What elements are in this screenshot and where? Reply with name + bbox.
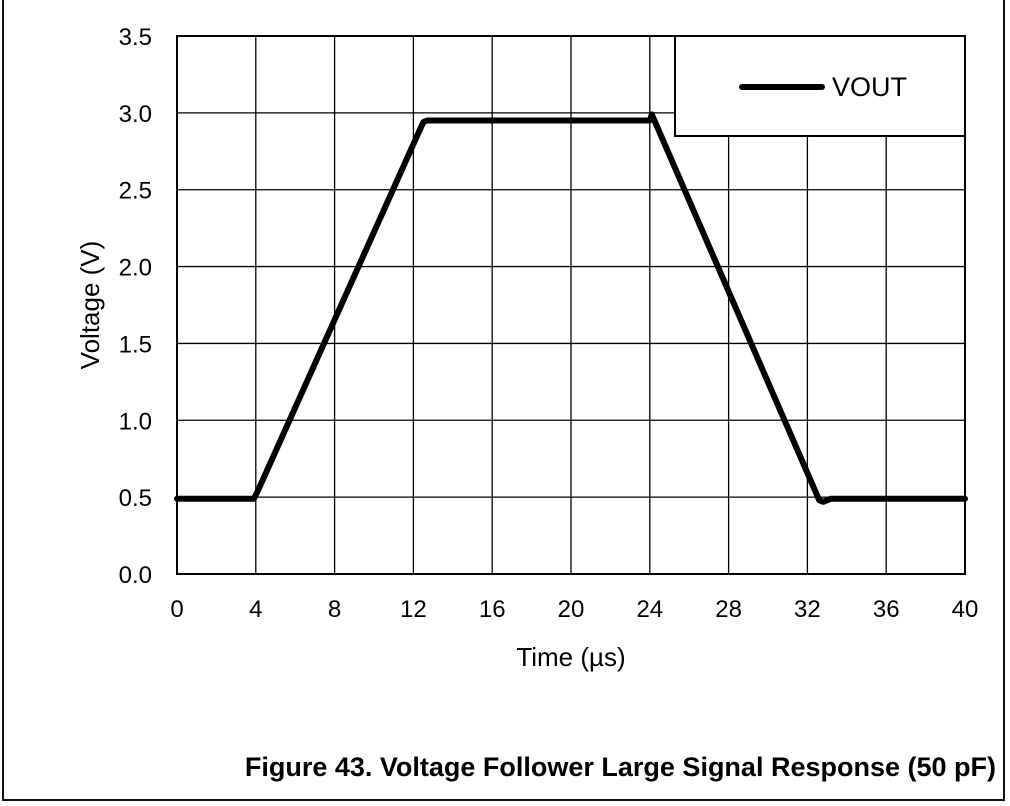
x-tick-label: 8 — [328, 596, 341, 623]
y-tick-label: 0.5 — [119, 485, 152, 512]
y-tick-label: 0.0 — [119, 562, 152, 589]
x-tick-label: 28 — [715, 596, 742, 623]
legend: VOUT — [674, 35, 966, 137]
x-tick-label: 32 — [794, 596, 821, 623]
x-axis-title: Time (µs) — [516, 642, 625, 672]
figure-caption: Figure 43. Voltage Follower Large Signal… — [244, 752, 996, 782]
x-tick-label: 4 — [249, 596, 262, 623]
y-axis-title: Voltage (V) — [75, 241, 105, 370]
y-tick-label: 3.5 — [119, 24, 152, 51]
x-tick-label: 0 — [170, 596, 183, 623]
x-tick-label: 20 — [558, 596, 585, 623]
y-tick-label: 1.0 — [119, 408, 152, 435]
chart: 0 4 8 12 16 20 24 28 32 36 40 0.0 0.5 1.0 1.5 2.0 2.5 3.… — [75, 24, 978, 672]
y-tick-label: 1.5 — [119, 331, 152, 358]
plot-area — [176, 35, 966, 575]
y-tick-label: 3.0 — [119, 101, 152, 128]
x-tick-label: 24 — [636, 596, 663, 623]
x-tick-label: 40 — [952, 596, 979, 623]
y-tick-label: 2.5 — [119, 178, 152, 205]
y-axis-ticks: 0.0 0.5 1.0 1.5 2.0 2.5 3.0 3.5 — [119, 24, 152, 589]
x-tick-label: 16 — [479, 596, 506, 623]
x-axis-ticks: 0 4 8 12 16 20 24 28 32 36 40 — [170, 596, 978, 623]
y-tick-label: 2.0 — [119, 255, 152, 282]
series-layer — [174, 111, 968, 505]
legend-label-vout: VOUT — [832, 72, 907, 102]
x-tick-label: 36 — [873, 596, 900, 623]
x-tick-label: 12 — [400, 596, 427, 623]
series-line-vout — [174, 111, 968, 505]
